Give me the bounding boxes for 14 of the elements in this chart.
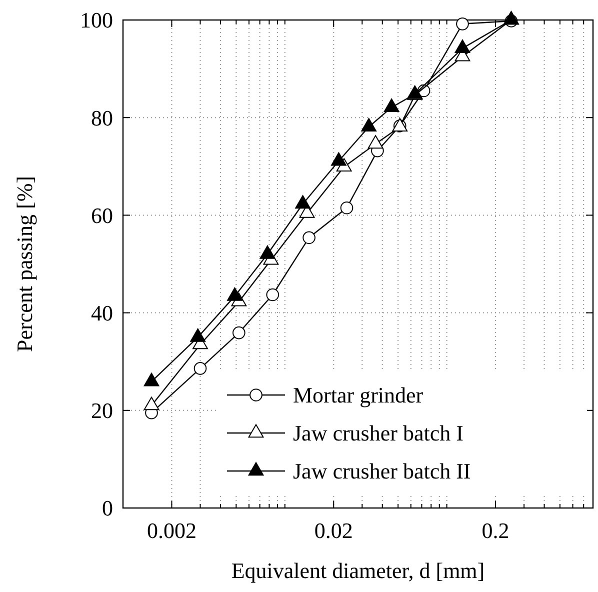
x-tick-label: 0.002 [146, 518, 196, 543]
y-tick-label: 100 [80, 8, 113, 33]
x-tick-label: 0.2 [482, 518, 510, 543]
y-axis-title: Percent passing [%] [12, 176, 37, 352]
x-axis-title: Equivalent diameter, d [mm] [231, 558, 485, 583]
legend-label: Jaw crusher batch I [293, 420, 464, 446]
y-tick-label: 80 [91, 105, 113, 130]
y-tick-label: 60 [91, 202, 113, 228]
y-tick-label: 0 [102, 496, 113, 521]
legend-label: Jaw crusher batch II [293, 458, 471, 484]
y-tick-label: 20 [91, 398, 113, 424]
y-tick-label: 40 [91, 300, 113, 326]
legend-label: Mortar grinder [293, 382, 424, 408]
x-tick-label: 0.02 [314, 518, 353, 543]
